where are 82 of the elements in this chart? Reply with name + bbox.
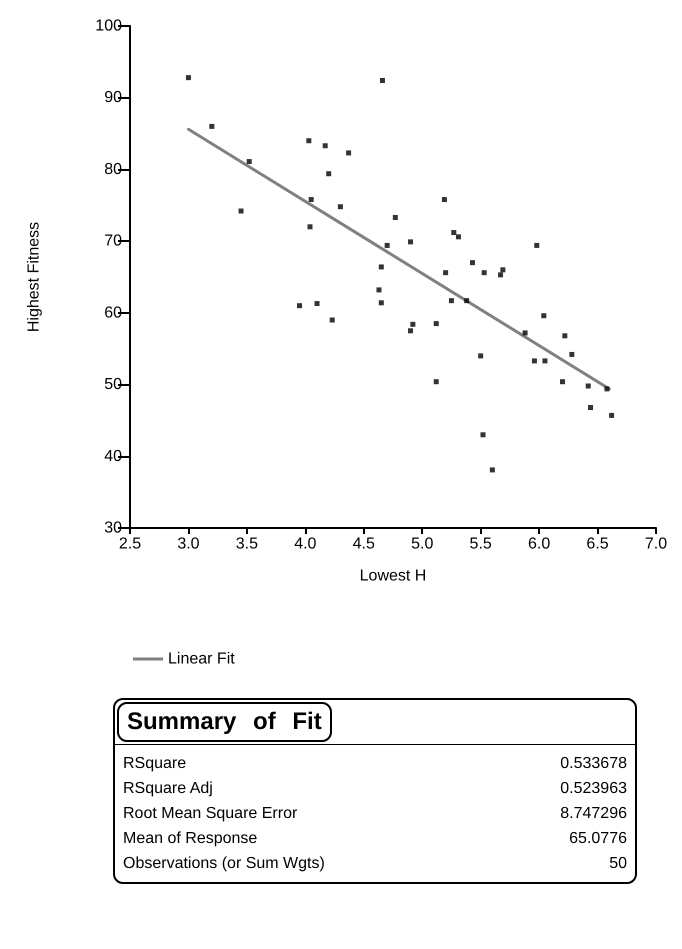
category-label: RSquare Adj [123, 779, 213, 799]
point [500, 267, 506, 272]
point [384, 242, 390, 248]
x-tick-label: 6.5 [586, 536, 609, 552]
point [346, 150, 352, 156]
point [470, 260, 475, 266]
x-tick-label: 4.0 [294, 536, 317, 552]
point [392, 214, 398, 220]
point [408, 328, 414, 334]
point [522, 330, 528, 336]
x-tick-label: 2.5 [118, 536, 142, 552]
y-axis-title: Highest Fitness [26, 222, 42, 332]
point [322, 143, 328, 148]
point [296, 303, 302, 308]
category-label: Mean of Response [123, 829, 258, 849]
point [464, 298, 470, 304]
point [478, 353, 484, 358]
x-tick-label: 5.0 [411, 536, 434, 552]
category-label: Observations (or Sum Wgts) [123, 854, 325, 874]
y-tick-label: 60 [104, 304, 122, 322]
point [410, 322, 416, 327]
x-tick-label: 5.5 [470, 536, 492, 552]
point [482, 270, 487, 276]
point [490, 467, 495, 472]
point [408, 239, 414, 244]
category-label: Root Mean Square Error [123, 804, 298, 824]
point [326, 171, 332, 176]
data-label: 0.523963 [560, 779, 627, 799]
text: Summary of Fit [117, 702, 332, 742]
point [498, 272, 504, 278]
point [434, 379, 439, 384]
data-label: 8.747296 [560, 804, 627, 824]
x-tick-label: 7.0 [644, 536, 668, 552]
point [588, 405, 594, 410]
point [308, 224, 313, 230]
point [443, 270, 448, 276]
point [330, 318, 335, 323]
point [338, 204, 343, 210]
y-tick-label: 70 [104, 232, 122, 250]
y-tick-label: 30 [104, 520, 122, 536]
x-tick-label: 4.5 [352, 536, 375, 552]
point [542, 358, 548, 364]
point [569, 352, 574, 357]
x-tick-label: 3.5 [236, 536, 258, 552]
point [562, 333, 568, 338]
point [609, 412, 614, 418]
x-tick-label: 6.0 [528, 536, 550, 552]
point [378, 300, 384, 306]
point [380, 78, 385, 84]
y-tick-label: 50 [104, 376, 122, 394]
point [604, 386, 610, 392]
point [376, 287, 382, 292]
point [560, 379, 565, 384]
point [246, 159, 252, 164]
x-tick-label: 3.0 [177, 536, 200, 552]
point [314, 301, 320, 306]
point [456, 234, 461, 240]
point [480, 432, 486, 438]
y-tick-label: 80 [104, 160, 122, 178]
point [186, 75, 191, 80]
data-label: 50 [609, 854, 627, 874]
y-tick-label: 100 [95, 18, 122, 34]
point [209, 124, 214, 129]
point [532, 358, 537, 364]
data-label: 0.533678 [560, 754, 627, 774]
category-label: RSquare [123, 754, 186, 774]
y-tick-label: 40 [104, 448, 122, 465]
point [586, 384, 591, 389]
point [442, 197, 447, 202]
point [434, 321, 439, 326]
point [448, 298, 454, 304]
legend-label: Linear Fit [168, 650, 236, 668]
point [451, 230, 456, 236]
point [308, 197, 314, 202]
data-label: 65.0776 [569, 829, 627, 849]
point [378, 264, 384, 270]
point [238, 208, 244, 214]
y-tick-label: 90 [104, 89, 122, 106]
point [541, 313, 546, 318]
x-axis-title: Lowest H [360, 568, 426, 584]
point [534, 242, 540, 248]
point [306, 138, 312, 144]
